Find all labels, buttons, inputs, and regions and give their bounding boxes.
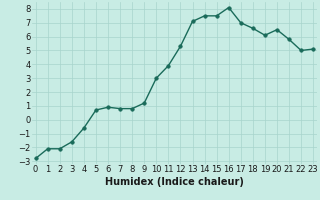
X-axis label: Humidex (Indice chaleur): Humidex (Indice chaleur) [105, 177, 244, 187]
